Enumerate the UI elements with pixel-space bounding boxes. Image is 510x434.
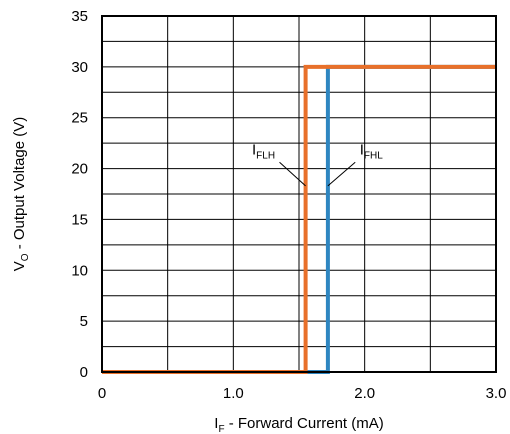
y-axis-label: VO - Output Voltage (V) <box>11 117 31 272</box>
y-tick-label: 15 <box>71 211 88 228</box>
y-tick-label: 5 <box>80 313 88 330</box>
y-tick-label: 30 <box>71 59 88 76</box>
x-tick-label: 1.0 <box>223 385 244 402</box>
y-tick-label: 0 <box>80 364 88 381</box>
x-tick-label: 3.0 <box>486 385 507 402</box>
annotations: IFLH IFHL <box>252 141 384 187</box>
y-tick-label: 20 <box>71 161 88 178</box>
grid-lines <box>101 15 497 373</box>
plot-frame <box>101 15 497 373</box>
tick-labels: 0 1.0 2.0 3.0 0 5 10 15 20 25 30 35 <box>71 8 506 402</box>
x-tick-label: 0 <box>98 385 106 402</box>
y-tick-label: 25 <box>71 110 88 127</box>
annotation-leader-line <box>327 161 356 187</box>
y-tick-label: 35 <box>71 8 88 25</box>
y-tick-label: 10 <box>71 262 88 279</box>
x-axis-label: IF - Forward Current (mA) <box>214 415 383 434</box>
annotation-leader-line <box>279 161 306 187</box>
annotation-label: IFLH <box>252 141 275 161</box>
x-tick-label: 2.0 <box>354 385 375 402</box>
annotation-label: IFHL <box>360 141 384 161</box>
